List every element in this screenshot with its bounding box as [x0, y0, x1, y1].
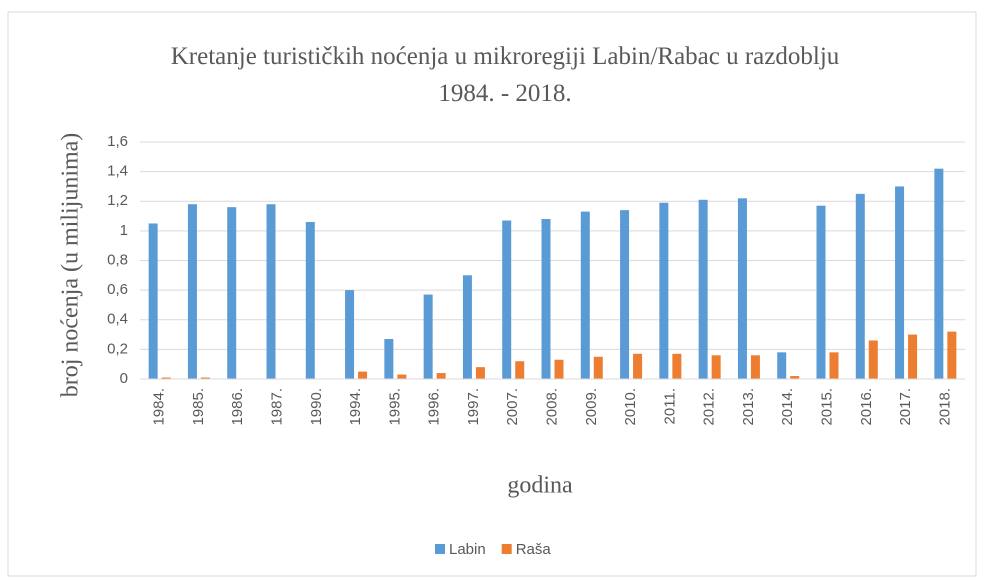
bar — [305, 221, 315, 379]
x-tick-label: 2009. — [583, 388, 600, 426]
y-tick-label: 0,8 — [107, 251, 128, 268]
bar — [698, 199, 708, 379]
bar — [436, 373, 446, 379]
x-axis-label: godina — [507, 473, 573, 499]
bar — [633, 353, 643, 379]
x-tick-label: 2017. — [897, 388, 914, 426]
bar — [895, 186, 905, 379]
x-tick-label: 1997. — [465, 388, 482, 426]
x-tick-label: 1994. — [347, 388, 364, 426]
y-tick-label: 1 — [120, 222, 128, 239]
bar — [384, 339, 394, 379]
bar — [227, 207, 237, 379]
bar — [659, 202, 669, 379]
x-tick-label: 1987. — [268, 388, 285, 426]
x-tick-label: 2018. — [936, 388, 953, 426]
legend-swatch — [501, 544, 512, 554]
x-tick-label: 1995. — [386, 388, 403, 426]
bar — [737, 198, 747, 379]
y-tick-label: 1,6 — [107, 133, 128, 150]
bar — [161, 377, 171, 379]
x-tick-label: 1985. — [190, 388, 207, 426]
y-tick-label: 0 — [120, 370, 128, 387]
x-tick-label: 1986. — [229, 388, 246, 426]
y-tick-label: 0,2 — [107, 340, 128, 357]
legend-label: Raša — [516, 541, 552, 558]
chart-title: Kretanje turističkih noćenja u mikroregi… — [170, 43, 840, 107]
x-tick-label: 2015. — [818, 388, 835, 426]
bar — [358, 371, 368, 379]
x-tick-label: 2010. — [622, 388, 639, 426]
legend-label: Labin — [449, 541, 486, 558]
bar — [580, 211, 590, 379]
chart-border — [7, 11, 977, 577]
bar — [423, 294, 433, 379]
bar — [515, 361, 525, 379]
bar — [947, 331, 957, 379]
bar — [200, 377, 210, 379]
bar — [554, 359, 564, 379]
bar — [908, 334, 918, 379]
x-tick-label: 2016. — [858, 388, 875, 426]
y-tick-label: 0,6 — [107, 281, 128, 298]
x-tick-label: 2011. — [661, 388, 678, 424]
bar — [829, 352, 839, 379]
bar — [672, 353, 682, 379]
legend-swatch — [435, 544, 445, 554]
bar — [790, 376, 800, 379]
bar — [397, 374, 407, 379]
y-tick-label: 1,2 — [107, 192, 128, 209]
bar — [934, 168, 944, 379]
bar — [475, 367, 485, 379]
bar — [187, 204, 197, 379]
bar — [855, 193, 865, 379]
bar — [593, 356, 603, 379]
x-tick-label: 2007. — [504, 388, 521, 426]
bar — [868, 340, 878, 379]
bar — [148, 223, 158, 379]
x-tick-label: 2012. — [701, 388, 718, 426]
bar — [345, 290, 355, 379]
x-tick-label: 2013. — [740, 388, 757, 426]
y-axis-label: broj noćenja (u milijunima) — [58, 133, 84, 398]
bar — [502, 220, 512, 379]
bar — [750, 355, 760, 379]
bar — [266, 204, 276, 379]
x-tick-label: 2008. — [543, 388, 560, 426]
x-tick-label: 2014. — [779, 388, 796, 426]
x-tick-label: 1996. — [426, 388, 443, 426]
bar — [541, 219, 551, 379]
y-tick-label: 0,4 — [107, 311, 128, 328]
x-tick-label: 1990. — [308, 388, 325, 426]
bar — [620, 210, 630, 379]
x-tick-label: 1984. — [151, 388, 168, 426]
bar — [777, 352, 787, 379]
bar — [711, 355, 721, 379]
bar — [816, 205, 826, 379]
bar — [462, 275, 472, 379]
y-tick-label: 1,4 — [107, 163, 128, 180]
